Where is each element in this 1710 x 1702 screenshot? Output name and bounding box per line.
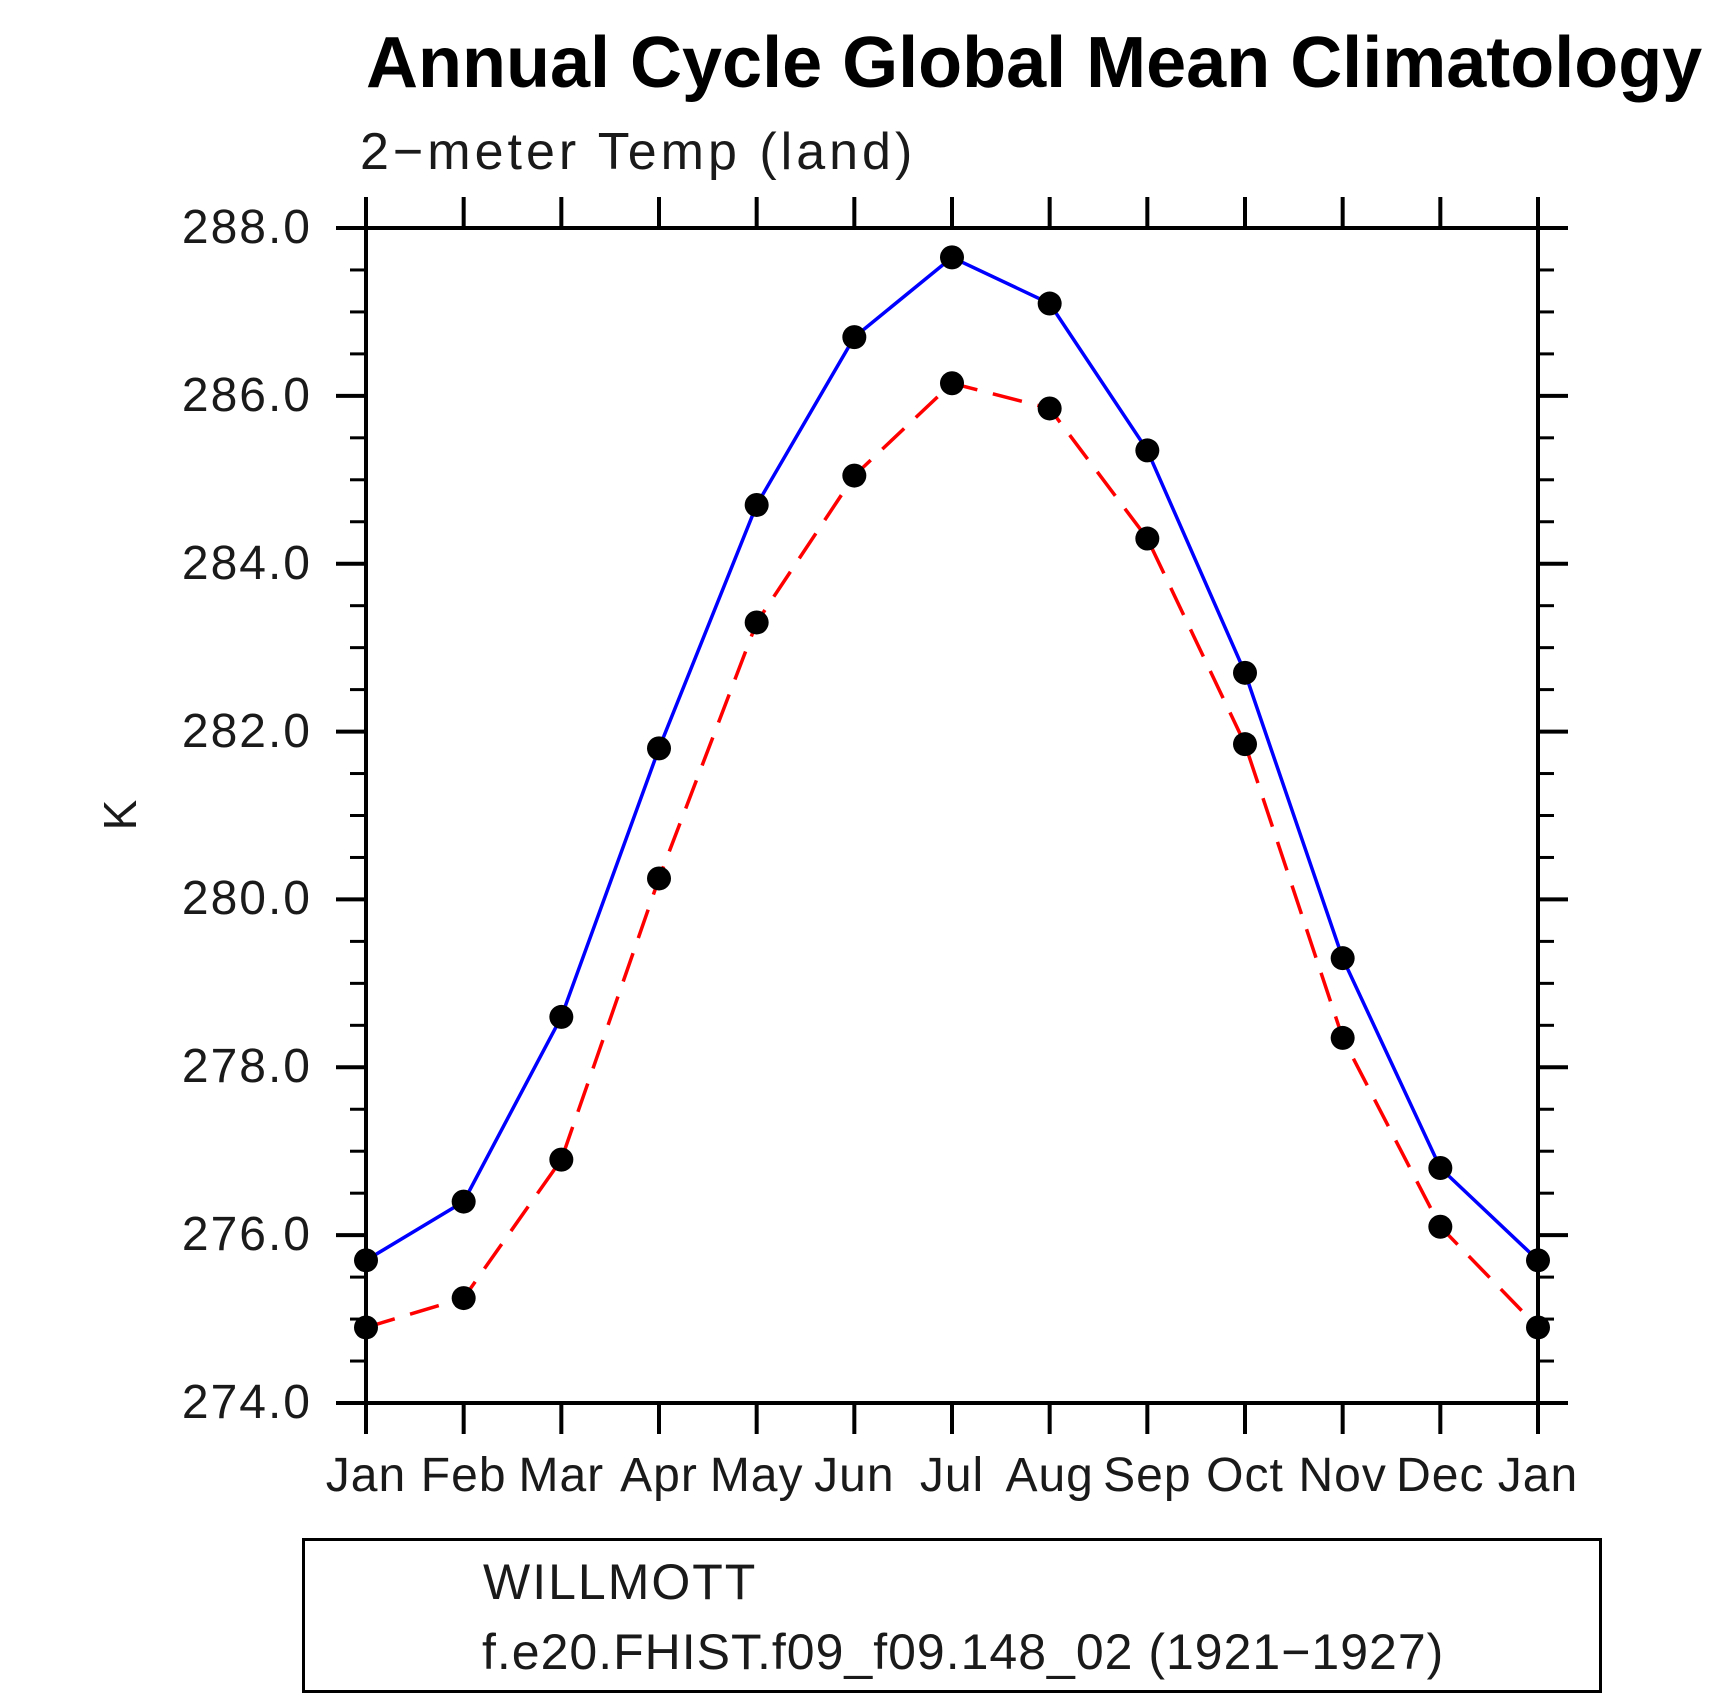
data-point-marker — [1233, 732, 1257, 757]
data-point-marker — [842, 325, 867, 350]
data-point-marker — [354, 1315, 378, 1340]
x-tick-label: Jan — [325, 1449, 407, 1502]
data-point-marker — [940, 371, 964, 396]
x-tick-label: Apr — [620, 1449, 698, 1502]
plot-frame — [364, 226, 1540, 1405]
y-tick-label: 280.0 — [181, 872, 312, 926]
data-point-marker — [744, 610, 769, 635]
data-point-marker — [1037, 396, 1062, 421]
x-tick-label: Jan — [1497, 1449, 1579, 1502]
x-tick-label: Jul — [919, 1449, 985, 1502]
y-tick-label: 276.0 — [181, 1208, 312, 1262]
data-point-marker — [549, 1147, 574, 1172]
y-tick-label: 274.0 — [181, 1376, 312, 1429]
data-point-marker — [1330, 1025, 1355, 1050]
data-point-marker — [1233, 660, 1257, 685]
x-tick-label: Mar — [518, 1449, 605, 1502]
x-tick-label: Oct — [1206, 1449, 1284, 1502]
y-tick-label: 288.0 — [181, 201, 312, 254]
series-line-willmott — [365, 255, 1540, 1262]
data-point-marker — [354, 1248, 378, 1273]
data-point-marker — [1330, 946, 1355, 971]
data-point-marker — [1135, 526, 1160, 551]
y-tick-label: 286.0 — [181, 368, 312, 422]
series-line-model — [365, 381, 1540, 1330]
data-point-marker — [1135, 438, 1160, 463]
data-point-marker — [451, 1286, 476, 1311]
x-tick-label: Jun — [814, 1449, 895, 1502]
data-point-marker — [451, 1189, 476, 1214]
plot-subtitle: 2−meter Temp (land) — [360, 123, 917, 181]
x-tick-label: Feb — [420, 1449, 507, 1502]
y-tick-label: 282.0 — [181, 704, 312, 758]
data-point-marker — [647, 736, 671, 761]
x-tick-label: Aug — [1005, 1449, 1094, 1502]
data-point-marker — [842, 463, 867, 488]
data-point-marker — [1526, 1315, 1550, 1340]
data-point-marker — [940, 245, 964, 270]
x-tick-label: Dec — [1396, 1449, 1485, 1502]
legend-box — [302, 1538, 1602, 1693]
data-point-marker — [1526, 1248, 1550, 1273]
data-point-marker — [549, 1004, 574, 1029]
y-axis-title: K — [94, 799, 146, 831]
x-tick-label: Nov — [1298, 1449, 1387, 1502]
data-point-marker — [647, 866, 671, 891]
page-title: Annual Cycle Global Mean Climatology — [366, 23, 1703, 103]
x-tick-label: May — [709, 1449, 804, 1502]
legend-label-willmott: WILLMOTT — [483, 1554, 758, 1610]
data-point-marker — [744, 492, 769, 517]
y-tick-label: 284.0 — [181, 536, 312, 590]
data-point-marker — [1428, 1214, 1453, 1239]
data-point-marker — [1428, 1156, 1453, 1180]
legend-label-model: f.e20.FHIST.f09_f09.148_02 (1921−1927) — [482, 1624, 1445, 1680]
data-point-marker — [1037, 291, 1062, 316]
y-tick-label: 278.0 — [181, 1040, 312, 1094]
x-tick-label: Sep — [1103, 1449, 1192, 1502]
